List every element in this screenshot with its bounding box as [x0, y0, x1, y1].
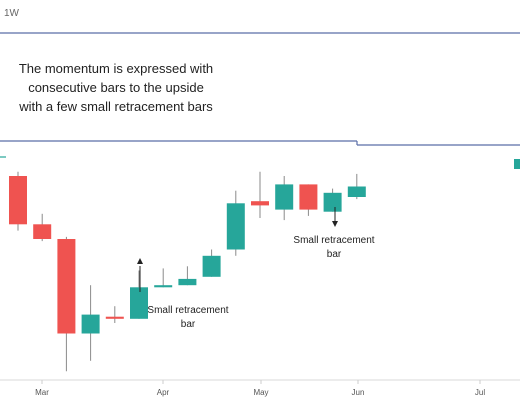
candles-group: [9, 171, 366, 372]
candle-6: [130, 270, 148, 319]
candle-9: [202, 249, 221, 277]
candle-14: [323, 188, 342, 212]
retracement-left-label-2: bar: [181, 319, 196, 330]
momentum-text-line-2: consecutive bars to the upside: [28, 80, 204, 95]
candle-12: [275, 176, 294, 221]
up-arrow-icon: [137, 258, 143, 264]
candle-3: [57, 236, 76, 372]
price-marker: [514, 159, 520, 169]
candle-body-up: [178, 278, 197, 286]
candle-body-down: [105, 316, 124, 319]
candle-15: [347, 173, 366, 200]
candle-body-up: [226, 203, 245, 250]
x-axis-ticks: Mar Apr May Jun Jul: [35, 380, 485, 397]
x-tick-label: Jun: [352, 388, 365, 397]
timeframe-label: 1W: [4, 8, 20, 19]
retracement-annotation-right: Small retracement bar: [293, 207, 375, 260]
momentum-text-line-3: with a few small retracement bars: [18, 99, 213, 114]
candle-body-up: [154, 285, 173, 288]
candle-body-up: [202, 255, 221, 277]
x-tick-label: Mar: [35, 388, 49, 397]
candle-body-down: [57, 239, 76, 334]
candle-body-down: [299, 184, 318, 210]
candle-body-up: [323, 192, 342, 212]
retracement-right-label-2: bar: [327, 249, 342, 260]
candle-7: [154, 268, 173, 288]
retracement-left-label-1: Small retracement: [147, 305, 228, 316]
candle-2: [33, 213, 52, 242]
candle-body-up: [347, 186, 366, 197]
down-arrow-icon: [332, 221, 338, 227]
candle-body-down: [251, 201, 269, 206]
candle-body-down: [9, 176, 27, 225]
x-tick-label: May: [253, 388, 268, 397]
momentum-text-line-1: The momentum is expressed with: [19, 61, 213, 76]
candle-8: [178, 266, 197, 286]
candle-10: [226, 190, 245, 256]
retracement-annotation-left: Small retracement bar: [137, 258, 229, 330]
candle-5: [105, 306, 124, 323]
candle-11: [251, 171, 269, 218]
candle-body-down: [33, 224, 52, 239]
x-tick-label: Apr: [157, 388, 170, 397]
candle-body-up: [81, 314, 100, 334]
momentum-annotation-box: The momentum is expressed with consecuti…: [0, 32, 520, 146]
retracement-right-label-1: Small retracement: [293, 235, 374, 246]
candle-1: [9, 171, 27, 231]
candle-13: [299, 184, 318, 216]
candle-body-up: [130, 287, 148, 319]
x-tick-label: Jul: [475, 388, 485, 397]
candle-body-up: [275, 184, 294, 210]
candle-4: [81, 285, 100, 361]
